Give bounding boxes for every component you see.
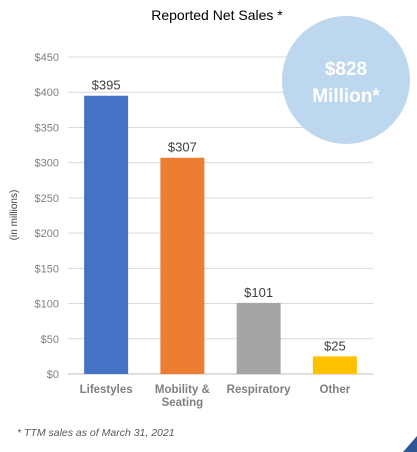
data-labels: $395 $307 $101 $25 <box>92 78 346 354</box>
y-tick-label: $200 <box>35 228 59 240</box>
category-labels: Lifestyles Mobility &Seating Respiratory Ot… <box>80 384 351 409</box>
chart-title: Reported Net Sales * <box>151 7 283 23</box>
bar <box>160 157 205 374</box>
bar <box>312 356 357 374</box>
badge-circle <box>282 16 410 144</box>
total-sales-badge: $828 Million* <box>282 16 410 144</box>
y-tick-label: $300 <box>35 158 59 170</box>
y-tick-label: $400 <box>35 87 59 99</box>
y-tick-label: $0 <box>47 369 59 381</box>
category-label: Respiratory <box>227 384 292 396</box>
data-label: $307 <box>168 140 197 155</box>
data-label: $25 <box>324 338 346 353</box>
data-label: $395 <box>92 78 121 93</box>
footnote: * TTM sales as of March 31, 2021 <box>17 427 175 439</box>
y-tick-label: $350 <box>35 122 59 134</box>
y-tick-label: $150 <box>35 263 59 275</box>
y-tick-label: $100 <box>35 299 59 311</box>
y-tick-label: $450 <box>35 52 59 64</box>
bar <box>236 302 281 374</box>
y-tick-label: $50 <box>41 334 59 346</box>
y-tick-label: $250 <box>35 193 59 205</box>
category-label: Other <box>320 384 351 396</box>
badge-amount: $828 <box>325 59 367 80</box>
bar <box>84 95 129 374</box>
badge-unit: Million* <box>312 86 380 107</box>
category-label: Mobility & <box>155 384 210 396</box>
data-label: $101 <box>244 285 273 300</box>
y-axis-label: (in millions) <box>9 190 20 241</box>
bars <box>84 95 357 374</box>
category-label: Lifestyles <box>80 384 133 396</box>
y-axis-ticks: $0 $50 $100 $150 $200 $250 $300 $350 $400 $450 <box>35 52 59 381</box>
category-label: Seating <box>162 397 204 409</box>
corner-accent <box>403 436 417 452</box>
